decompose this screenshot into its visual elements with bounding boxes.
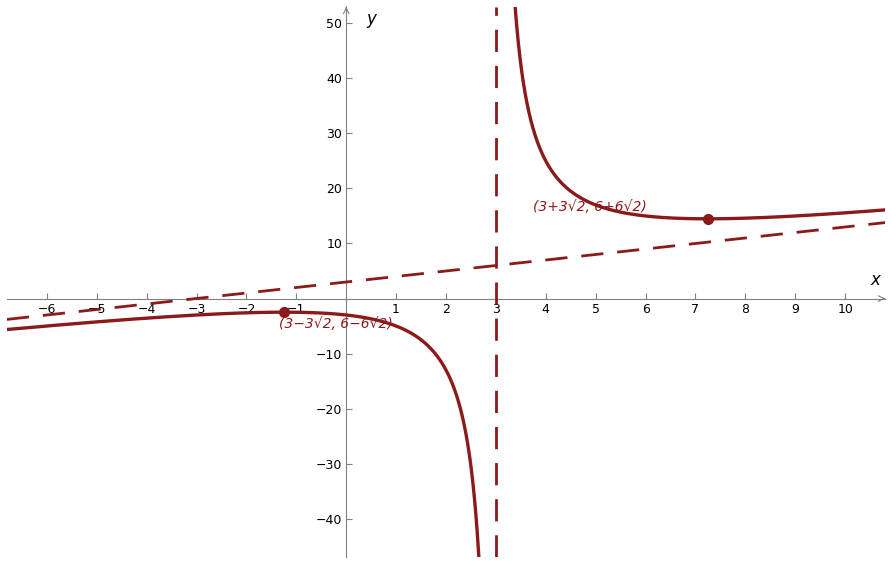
Text: y: y (367, 10, 376, 28)
Text: (3+3√2, 6+6√2): (3+3√2, 6+6√2) (533, 200, 647, 214)
Text: (3−3√2, 6−6√2): (3−3√2, 6−6√2) (279, 316, 393, 331)
Text: x: x (870, 271, 880, 289)
